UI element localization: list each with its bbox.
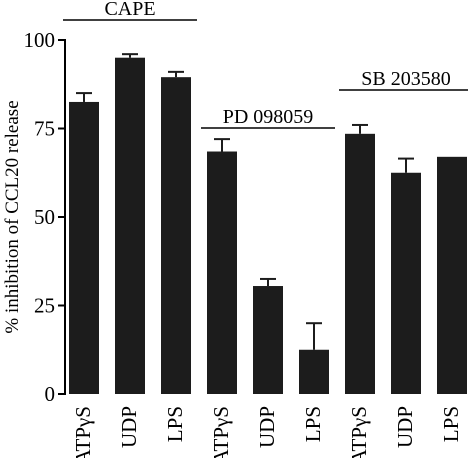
bar [299, 349, 329, 394]
bar [345, 133, 375, 394]
y-tick-label: 0 [45, 382, 56, 406]
category-label: ATPγS [347, 406, 371, 458]
category-label: ATPγS [71, 406, 95, 458]
bars-layer [69, 57, 467, 395]
bar [437, 156, 467, 394]
category-label: LPS [439, 406, 463, 442]
bar [161, 77, 191, 395]
category-label: LPS [301, 406, 325, 442]
y-axis: 0 25 50 75 100 [24, 28, 66, 406]
y-tick-label: 75 [34, 117, 55, 141]
y-tick-label: 50 [34, 205, 55, 229]
y-tick-label: 100 [24, 28, 56, 52]
x-axis-labels: ATPγS UDP LPS ATPγS UDP LPS ATPγS UDP LPS [71, 406, 463, 458]
bar [391, 172, 421, 394]
y-axis-label: % inhibition of CCL20 release [2, 100, 23, 333]
error-bars-layer [76, 53, 414, 350]
category-label: ATPγS [209, 406, 233, 458]
group-label: SB 203580 [361, 68, 450, 90]
group-label: PD 098059 [223, 106, 314, 128]
bar [115, 57, 145, 394]
category-label: UDP [255, 406, 279, 448]
bar [207, 151, 237, 394]
category-label: LPS [163, 406, 187, 442]
category-label: UDP [117, 406, 141, 448]
category-label: UDP [393, 406, 417, 448]
y-tick-label: 25 [34, 294, 55, 318]
bar [253, 286, 283, 394]
group-annotations: CAPE PD 098059 SB 203580 [63, 0, 468, 129]
bar [69, 101, 99, 394]
group-label: CAPE [104, 0, 155, 20]
